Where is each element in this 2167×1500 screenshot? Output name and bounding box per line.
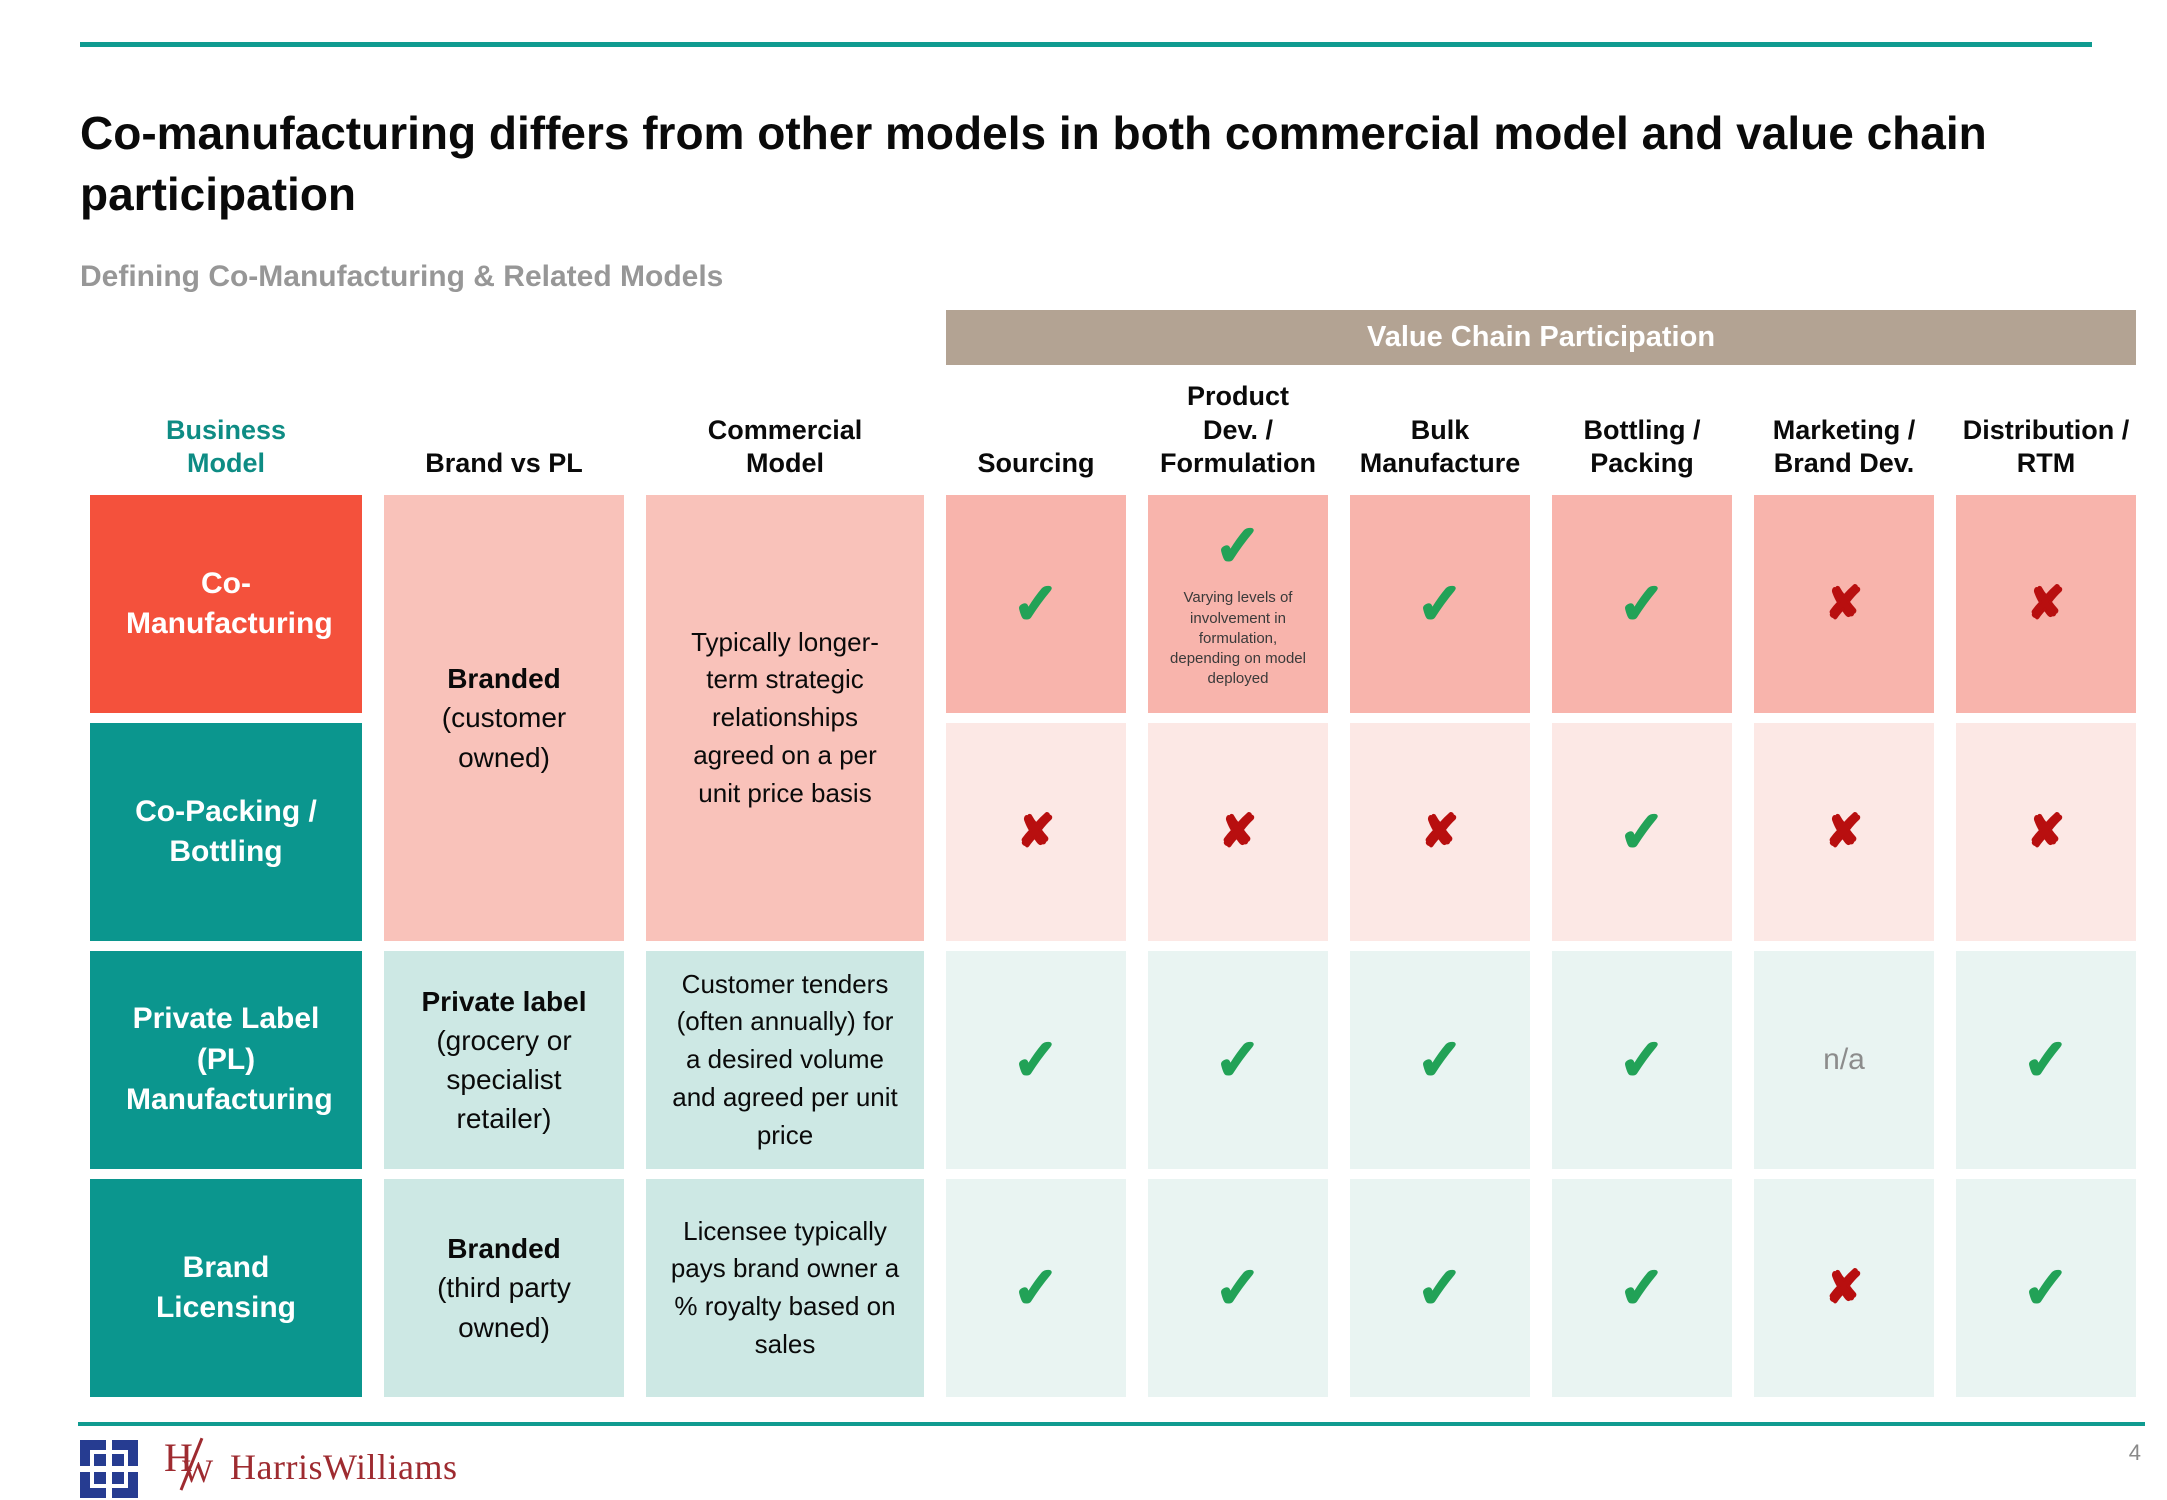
mark-private-label-marketing: n/a — [1754, 951, 1934, 1169]
harris-williams-logo-icon — [79, 1439, 139, 1499]
x-icon: ✘ — [1825, 807, 1863, 856]
check-icon: ✓ — [1618, 1256, 1667, 1319]
mark-private-label-bottling-packing: ✓ — [1552, 951, 1732, 1169]
check-icon: ✓ — [1214, 1256, 1263, 1319]
brand-vs-pl-private-label: Private label (grocery or specialist ret… — [384, 951, 624, 1169]
mark-private-label-sourcing: ✓ — [946, 951, 1126, 1169]
commercial-model-co-manufacturing-copacking: Typically longer-term strategic relation… — [646, 495, 924, 941]
mark-brand-licensing-bulk-manufacture: ✓ — [1350, 1179, 1530, 1397]
mark-co-packing-sourcing: ✘ — [946, 723, 1126, 941]
check-icon: ✓ — [2022, 1028, 2071, 1091]
check-icon: ✓ — [1618, 572, 1667, 635]
check-icon: ✓ — [1214, 1028, 1263, 1091]
brand-vs-pl-co-manufacturing-copacking: Branded (customer owned) — [384, 495, 624, 941]
mark-co-packing-bulk-manufacture: ✘ — [1350, 723, 1530, 941]
mark-private-label-bulk-manufacture: ✓ — [1350, 951, 1530, 1169]
mark-co-manufacturing-marketing: ✘ — [1754, 495, 1934, 713]
commercial-model-private-label: Customer tenders (often annually) for a … — [646, 951, 924, 1169]
mark-co-manufacturing-bulk-manufacture: ✓ — [1350, 495, 1530, 713]
mark-brand-licensing-distribution: ✓ — [1956, 1179, 2136, 1397]
check-icon: ✓ — [1618, 800, 1667, 863]
formulation-note: Varying levels of involvement in formula… — [1170, 589, 1306, 688]
mark-brand-licensing-sourcing: ✓ — [946, 1179, 1126, 1397]
commercial-model-brand-licensing: Licensee typically pays brand owner a % … — [646, 1179, 924, 1397]
mark-co-packing-distribution: ✘ — [1956, 723, 2136, 941]
column-header-product-dev: Product Dev. / Formulation — [1160, 380, 1316, 479]
slide-subtitle: Defining Co-Manufacturing & Related Mode… — [80, 260, 724, 293]
x-icon: ✘ — [1219, 807, 1257, 856]
mark-private-label-distribution: ✓ — [1956, 951, 2136, 1169]
brand-wordmark: HarrisWilliams — [230, 1447, 458, 1487]
mark-brand-licensing-product-dev: ✓ — [1148, 1179, 1328, 1397]
mark-private-label-product-dev: ✓ — [1148, 951, 1328, 1169]
mark-co-packing-bottling-packing: ✓ — [1552, 723, 1732, 941]
check-icon: ✓ — [1618, 1028, 1667, 1091]
x-icon: ✘ — [1017, 807, 1055, 856]
x-icon: ✘ — [2027, 807, 2065, 856]
column-header-business-model: Business Model — [165, 414, 287, 479]
brand-vs-pl-brand-licensing: Branded (third party owned) — [384, 1179, 624, 1397]
x-icon: ✘ — [2027, 579, 2065, 628]
mark-brand-licensing-marketing: ✘ — [1754, 1179, 1934, 1397]
x-icon: ✘ — [1421, 807, 1459, 856]
row-label-co-packing-bottling: Co-Packing / Bottling — [90, 723, 362, 941]
check-icon: ✓ — [1214, 514, 1263, 578]
slide-title: Co-manufacturing differs from other mode… — [80, 107, 1987, 220]
comparison-table: Value Chain Participation Business Model… — [90, 310, 2136, 1397]
row-label-co-manufacturing: Co-Manufacturing — [90, 495, 362, 713]
na-label: n/a — [1823, 1043, 1865, 1076]
mark-co-packing-product-dev: ✘ — [1148, 723, 1328, 941]
check-icon: ✓ — [1012, 1256, 1061, 1319]
check-icon: ✓ — [1012, 1028, 1061, 1091]
check-icon: ✓ — [1416, 1028, 1465, 1091]
column-header-bottling-packing: Bottling / Packing — [1583, 414, 1701, 479]
mark-co-manufacturing-product-dev: ✓ Varying levels of involvement in formu… — [1148, 495, 1328, 713]
footer-brand: H W HarrisWilliams — [79, 1435, 458, 1500]
footer-divider — [78, 1422, 2145, 1426]
top-divider — [80, 42, 2092, 47]
column-header-brand-vs-pl: Brand vs PL — [425, 448, 583, 479]
page-number: 4 — [2128, 1440, 2141, 1465]
check-icon: ✓ — [1416, 572, 1465, 635]
column-header-bulk-manufacture: Bulk Manufacture — [1359, 414, 1521, 479]
x-icon: ✘ — [1825, 579, 1863, 628]
column-header-sourcing: Sourcing — [977, 448, 1095, 479]
mark-co-manufacturing-distribution: ✘ — [1956, 495, 2136, 713]
column-header-commercial-model: Commercial Model — [707, 414, 863, 479]
mark-co-manufacturing-sourcing: ✓ — [946, 495, 1126, 713]
check-icon: ✓ — [1416, 1256, 1465, 1319]
hw-monogram: H W — [164, 1435, 214, 1491]
column-header-marketing-brand-dev: Marketing / Brand Dev. — [1772, 414, 1916, 479]
column-header-distribution-rtm: Distribution / RTM — [1962, 414, 2130, 479]
x-icon: ✘ — [1825, 1263, 1863, 1312]
row-label-brand-licensing: Brand Licensing — [90, 1179, 362, 1397]
check-icon: ✓ — [1012, 572, 1061, 635]
check-icon: ✓ — [2022, 1256, 2071, 1319]
mark-co-manufacturing-bottling-packing: ✓ — [1552, 495, 1732, 713]
mark-co-packing-marketing: ✘ — [1754, 723, 1934, 941]
mark-brand-licensing-bottling-packing: ✓ — [1552, 1179, 1732, 1397]
row-label-private-label-manufacturing: Private Label (PL) Manufacturing — [90, 951, 362, 1169]
value-chain-band: Value Chain Participation — [946, 310, 2136, 365]
